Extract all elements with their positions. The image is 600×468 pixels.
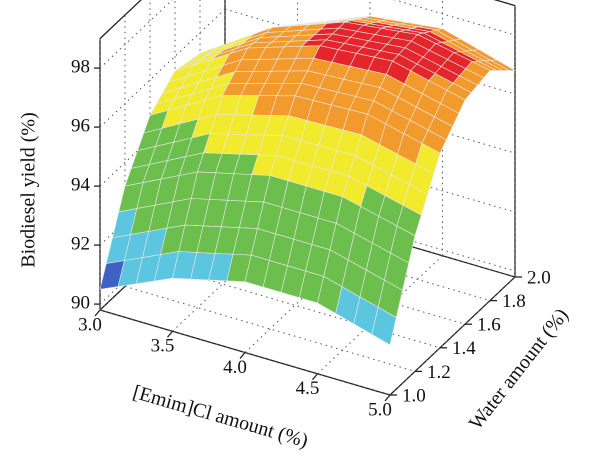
surface [99,15,517,346]
grid-line [389,276,516,396]
z-tick-label: 94 [71,174,91,195]
z-tick-label: 92 [71,233,90,254]
x-tick-label: 5.0 [368,399,392,420]
y-tick-label: 1.4 [452,338,476,359]
x-tick [94,309,101,317]
z-tick-label: 98 [71,56,90,77]
y-tick-label: 1.2 [427,362,451,383]
surface-patch [371,306,397,346]
grid-line [99,8,226,128]
x-tick-label: 4.5 [296,378,320,399]
y-tick-label: 1.6 [477,315,501,336]
x-tick [312,373,318,381]
y-tick-label: 1.0 [402,385,426,406]
box-edge [99,0,142,40]
z-tick-label: 90 [71,292,90,313]
x-tick-label: 3.5 [151,336,175,357]
z-tick-label: 96 [71,115,90,136]
grid-line [99,309,391,396]
x-axis-title: [Emim]Cl amount (%) [130,381,310,452]
x-tick-label: 4.0 [223,357,247,378]
y-tick-label: 2.0 [527,267,551,288]
z-axis-title: Biodiesel yield (%) [18,112,40,268]
x-tick-label: 3.0 [78,314,102,335]
grid-line [317,255,443,375]
box-edge [389,276,516,396]
x-tick [239,352,246,359]
y-tick-label: 1.8 [502,291,526,312]
grid-line [99,0,173,69]
x-tick [167,330,173,338]
grid-line [224,8,516,95]
x-tick [384,394,391,402]
grid-line [124,285,416,372]
